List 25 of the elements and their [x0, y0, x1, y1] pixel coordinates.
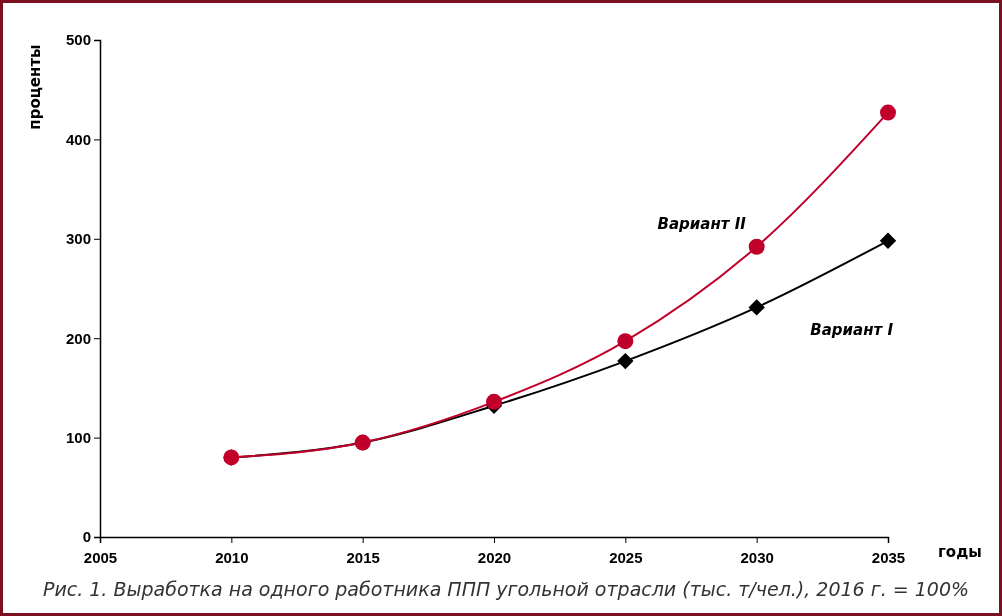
- x-axis-title: годы: [938, 543, 982, 561]
- y-tick-label: 300: [65, 230, 91, 248]
- point: [486, 393, 502, 410]
- x-tick-label: 2020: [477, 548, 512, 566]
- y-tick-label: 100: [65, 428, 91, 446]
- x-tick-label: 2005: [83, 548, 118, 566]
- x-tick-label: 2030: [740, 548, 774, 566]
- y-axis-title: проценты: [26, 44, 44, 130]
- point: [617, 333, 634, 350]
- text: Рис. 1. Выработка на одного работника ППП угольной отрасли (тыс. т/чел.), 2016 г. = 100%: [42, 578, 970, 600]
- x-tick-label: 2010: [215, 548, 249, 566]
- x-tick-label: 2025: [609, 548, 643, 566]
- point: [748, 299, 765, 316]
- y-tick-label: 500: [65, 31, 91, 49]
- point: [748, 238, 765, 255]
- y-tick-label: 0: [82, 528, 91, 546]
- x-tick-label: 2035: [871, 548, 906, 566]
- series-label: Вариант II: [657, 214, 747, 233]
- text: Вариант I: [810, 321, 894, 340]
- y-tick-label: 200: [65, 329, 91, 347]
- y-tick-label: 400: [65, 130, 91, 148]
- x-tick-label: 2015: [346, 548, 380, 566]
- point: [617, 352, 634, 370]
- point: [880, 104, 896, 121]
- point: [879, 232, 897, 249]
